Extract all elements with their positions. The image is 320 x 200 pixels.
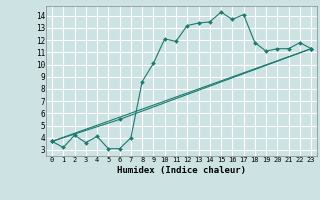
X-axis label: Humidex (Indice chaleur): Humidex (Indice chaleur) bbox=[117, 166, 246, 175]
